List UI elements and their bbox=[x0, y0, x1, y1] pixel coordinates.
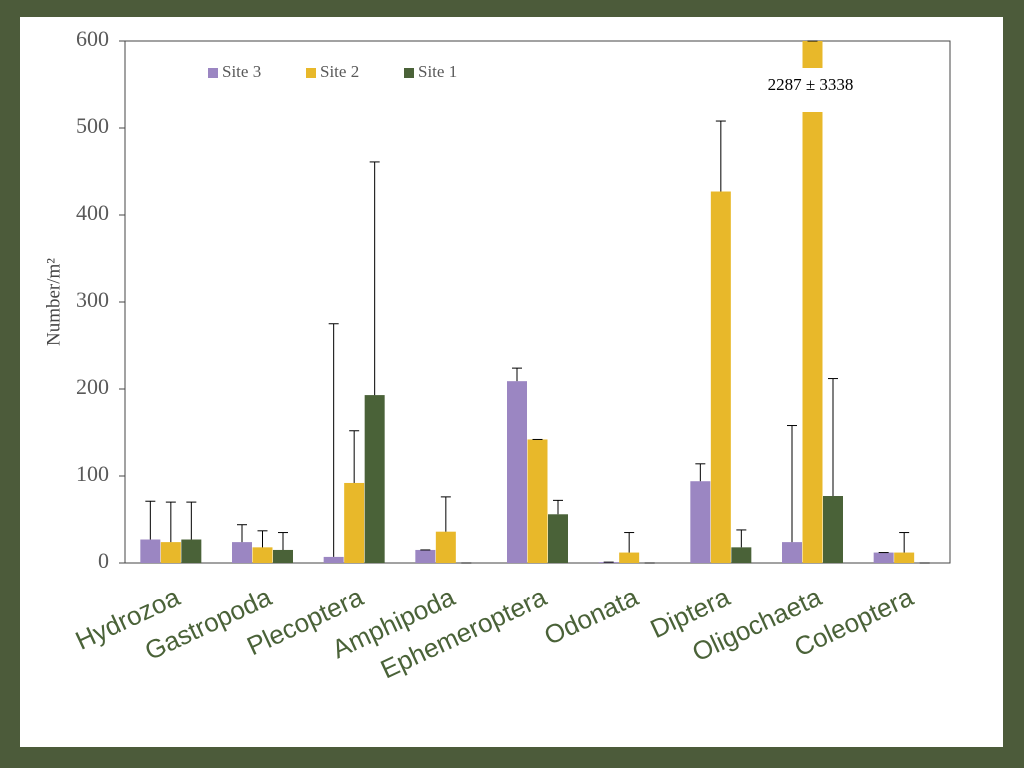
y-tick-label: 600 bbox=[76, 26, 109, 51]
axis-break bbox=[801, 68, 824, 112]
bar bbox=[894, 552, 915, 563]
y-tick-label: 200 bbox=[76, 374, 109, 399]
bar bbox=[415, 549, 436, 563]
bar bbox=[232, 542, 252, 563]
bar bbox=[619, 552, 640, 563]
y-tick-label: 100 bbox=[76, 461, 109, 486]
bar bbox=[435, 531, 456, 563]
legend-swatch bbox=[306, 68, 316, 78]
bar bbox=[823, 496, 843, 563]
bar bbox=[323, 556, 344, 563]
y-tick-label: 0 bbox=[98, 548, 109, 573]
bar bbox=[273, 549, 293, 563]
legend-label: Site 2 bbox=[320, 62, 359, 81]
bar bbox=[140, 539, 161, 563]
annotation: 2287 ± 3338 bbox=[768, 75, 854, 94]
bar bbox=[710, 191, 731, 563]
bar bbox=[873, 552, 894, 563]
bar bbox=[364, 395, 385, 563]
bar bbox=[344, 482, 365, 563]
y-axis-label: Number/m² bbox=[43, 258, 64, 346]
legend-label: Site 3 bbox=[222, 62, 261, 81]
bar bbox=[690, 481, 711, 563]
legend-label: Site 1 bbox=[418, 62, 457, 81]
bar bbox=[507, 381, 527, 563]
bar bbox=[252, 547, 273, 563]
bar bbox=[782, 542, 802, 563]
bar bbox=[548, 514, 568, 563]
bar bbox=[160, 542, 181, 563]
y-tick-label: 500 bbox=[76, 113, 109, 138]
bar bbox=[527, 439, 548, 563]
legend-swatch bbox=[208, 68, 218, 78]
y-tick-label: 400 bbox=[76, 200, 109, 225]
bar bbox=[731, 547, 752, 563]
y-tick-label: 300 bbox=[76, 287, 109, 312]
bar bbox=[802, 41, 823, 563]
legend-swatch bbox=[404, 68, 414, 78]
bar bbox=[181, 539, 202, 563]
